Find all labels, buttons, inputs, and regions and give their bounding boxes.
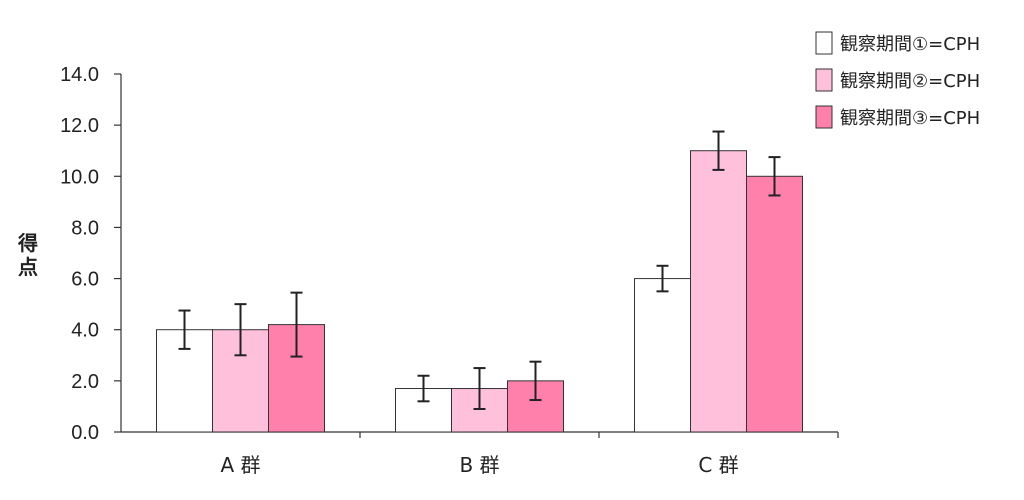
y-tick-label: 14.0 xyxy=(60,64,99,86)
legend-swatch xyxy=(815,105,833,129)
bar xyxy=(690,150,747,433)
bar xyxy=(746,175,803,433)
y-tick-label: 4.0 xyxy=(71,320,99,342)
bar xyxy=(634,278,691,433)
y-tick-label: 8.0 xyxy=(71,217,99,239)
y-tick-label: 6.0 xyxy=(71,269,99,291)
y-axis-label: 得点 xyxy=(17,231,38,279)
y-axis-ticks: 0.0 2.0 4.0 6.0 8.0 10.0 12.0 14.0 xyxy=(60,64,121,444)
x-category-label: C 群 xyxy=(698,453,738,477)
legend-swatch xyxy=(815,31,833,55)
legend-label: 観察期間③=CPH xyxy=(840,108,980,129)
error-bars xyxy=(178,130,781,410)
x-category-label: A 群 xyxy=(220,453,260,477)
legend-swatch xyxy=(815,68,833,92)
legend-label: 観察期間②=CPH xyxy=(840,71,980,92)
legend: 観察期間①=CPH 観察期間②=CPH 観察期間③=CPH xyxy=(815,31,980,129)
y-axis-title: 得点 xyxy=(17,231,38,279)
x-category-label: B 群 xyxy=(459,453,499,477)
y-tick-label: 0.0 xyxy=(71,422,99,444)
bar xyxy=(507,380,564,433)
legend-label: 観察期間①=CPH xyxy=(840,34,980,55)
y-tick-label: 2.0 xyxy=(71,371,99,393)
y-tick-label: 10.0 xyxy=(60,166,99,188)
y-tick-label: 12.0 xyxy=(60,115,99,137)
